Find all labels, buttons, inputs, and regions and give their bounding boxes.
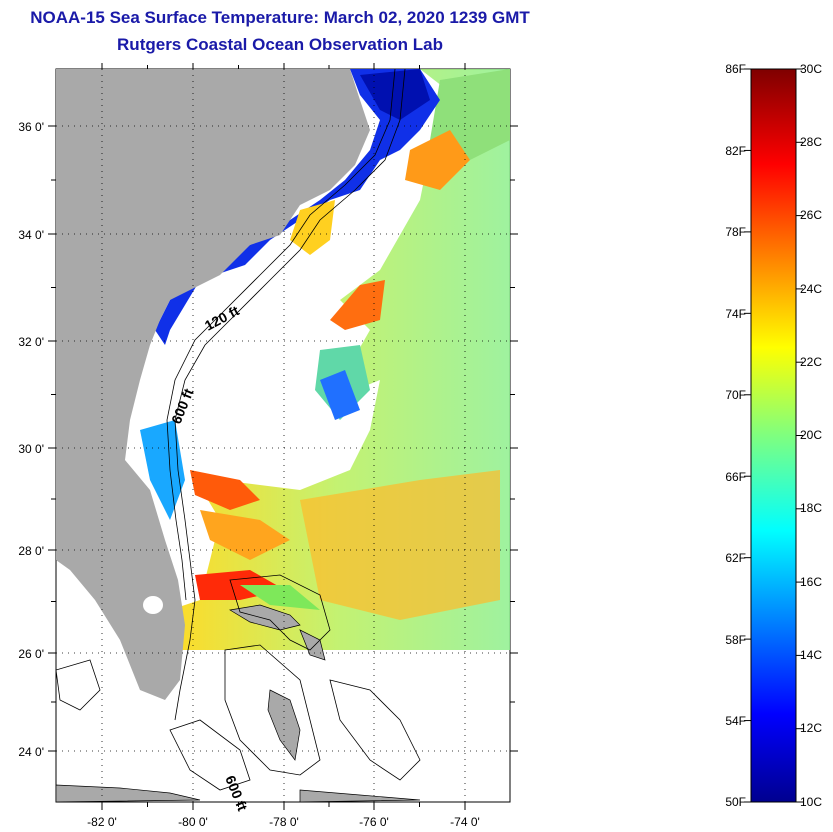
colorbar-f-label: 58F	[725, 633, 746, 647]
colorbar-c-label: 28C	[800, 135, 822, 149]
bathymetry-contours	[56, 69, 421, 791]
land-southeast-us	[56, 69, 370, 700]
lake-okeechobee	[143, 596, 163, 614]
colorbar-c-label: 30C	[800, 62, 822, 76]
colorbar-c-label: 14C	[800, 648, 822, 662]
colorbar: 86F 82F 78F 74F 70F 66F 62F 58F 54F 50F …	[725, 62, 822, 809]
lon-label: -76 0'	[359, 815, 389, 829]
axis-ticks	[48, 63, 518, 810]
lat-lon-grid	[56, 69, 510, 802]
colorbar-gradient	[750, 68, 797, 803]
colorbar-f-label: 74F	[725, 307, 746, 321]
map-content	[56, 69, 510, 802]
colorbar-f-label: 86F	[725, 62, 746, 76]
sst-field-offshore	[170, 69, 510, 650]
colorbar-c-label: 10C	[800, 795, 822, 809]
lon-label: -74 0'	[450, 815, 480, 829]
sst-field-coastal	[140, 69, 440, 520]
lon-label: -78 0'	[269, 815, 299, 829]
islands	[56, 604, 421, 802]
lon-label: -82 0'	[87, 815, 117, 829]
colorbar-f-label: 78F	[725, 225, 746, 239]
colorbar-c-label: 20C	[800, 428, 822, 442]
lat-label: 28 0'	[18, 544, 44, 558]
colorbar-c-label: 22C	[800, 355, 822, 369]
colorbar-f-label: 66F	[725, 470, 746, 484]
colorbar-c-label: 18C	[800, 501, 822, 515]
lat-label: 30 0'	[18, 442, 44, 456]
colorbar-f-labels: 86F 82F 78F 74F 70F 66F 62F 58F 54F 50F	[725, 62, 746, 809]
colorbar-f-label: 70F	[725, 388, 746, 402]
lat-label: 24 0'	[18, 745, 44, 759]
colorbar-c-labels: 30C 28C 26C 24C 22C 20C 18C 16C 14C 12C …	[800, 62, 822, 809]
lat-tick-labels: 36 0' 34 0' 32 0' 30 0' 28 0' 26 0' 24 0…	[18, 120, 44, 759]
colorbar-c-label: 12C	[800, 721, 822, 735]
lat-label: 32 0'	[18, 335, 44, 349]
lon-label: -80 0'	[178, 815, 208, 829]
colorbar-c-label: 24C	[800, 282, 822, 296]
colorbar-f-label: 82F	[725, 144, 746, 158]
colorbar-c-label: 26C	[800, 208, 822, 222]
colorbar-c-label: 16C	[800, 575, 822, 589]
lat-label: 34 0'	[18, 228, 44, 242]
map-title: NOAA-15 Sea Surface Temperature: March 0…	[30, 8, 530, 27]
colorbar-f-label: 62F	[725, 551, 746, 565]
lat-label: 26 0'	[18, 647, 44, 661]
colorbar-f-label: 50F	[725, 795, 746, 809]
map-subtitle: Rutgers Coastal Ocean Observation Lab	[117, 35, 443, 54]
colorbar-f-label: 54F	[725, 714, 746, 728]
colorbar-ticks	[744, 68, 803, 803]
lon-tick-labels: -82 0' -80 0' -78 0' -76 0' -74 0'	[87, 815, 480, 829]
lat-label: 36 0'	[18, 120, 44, 134]
